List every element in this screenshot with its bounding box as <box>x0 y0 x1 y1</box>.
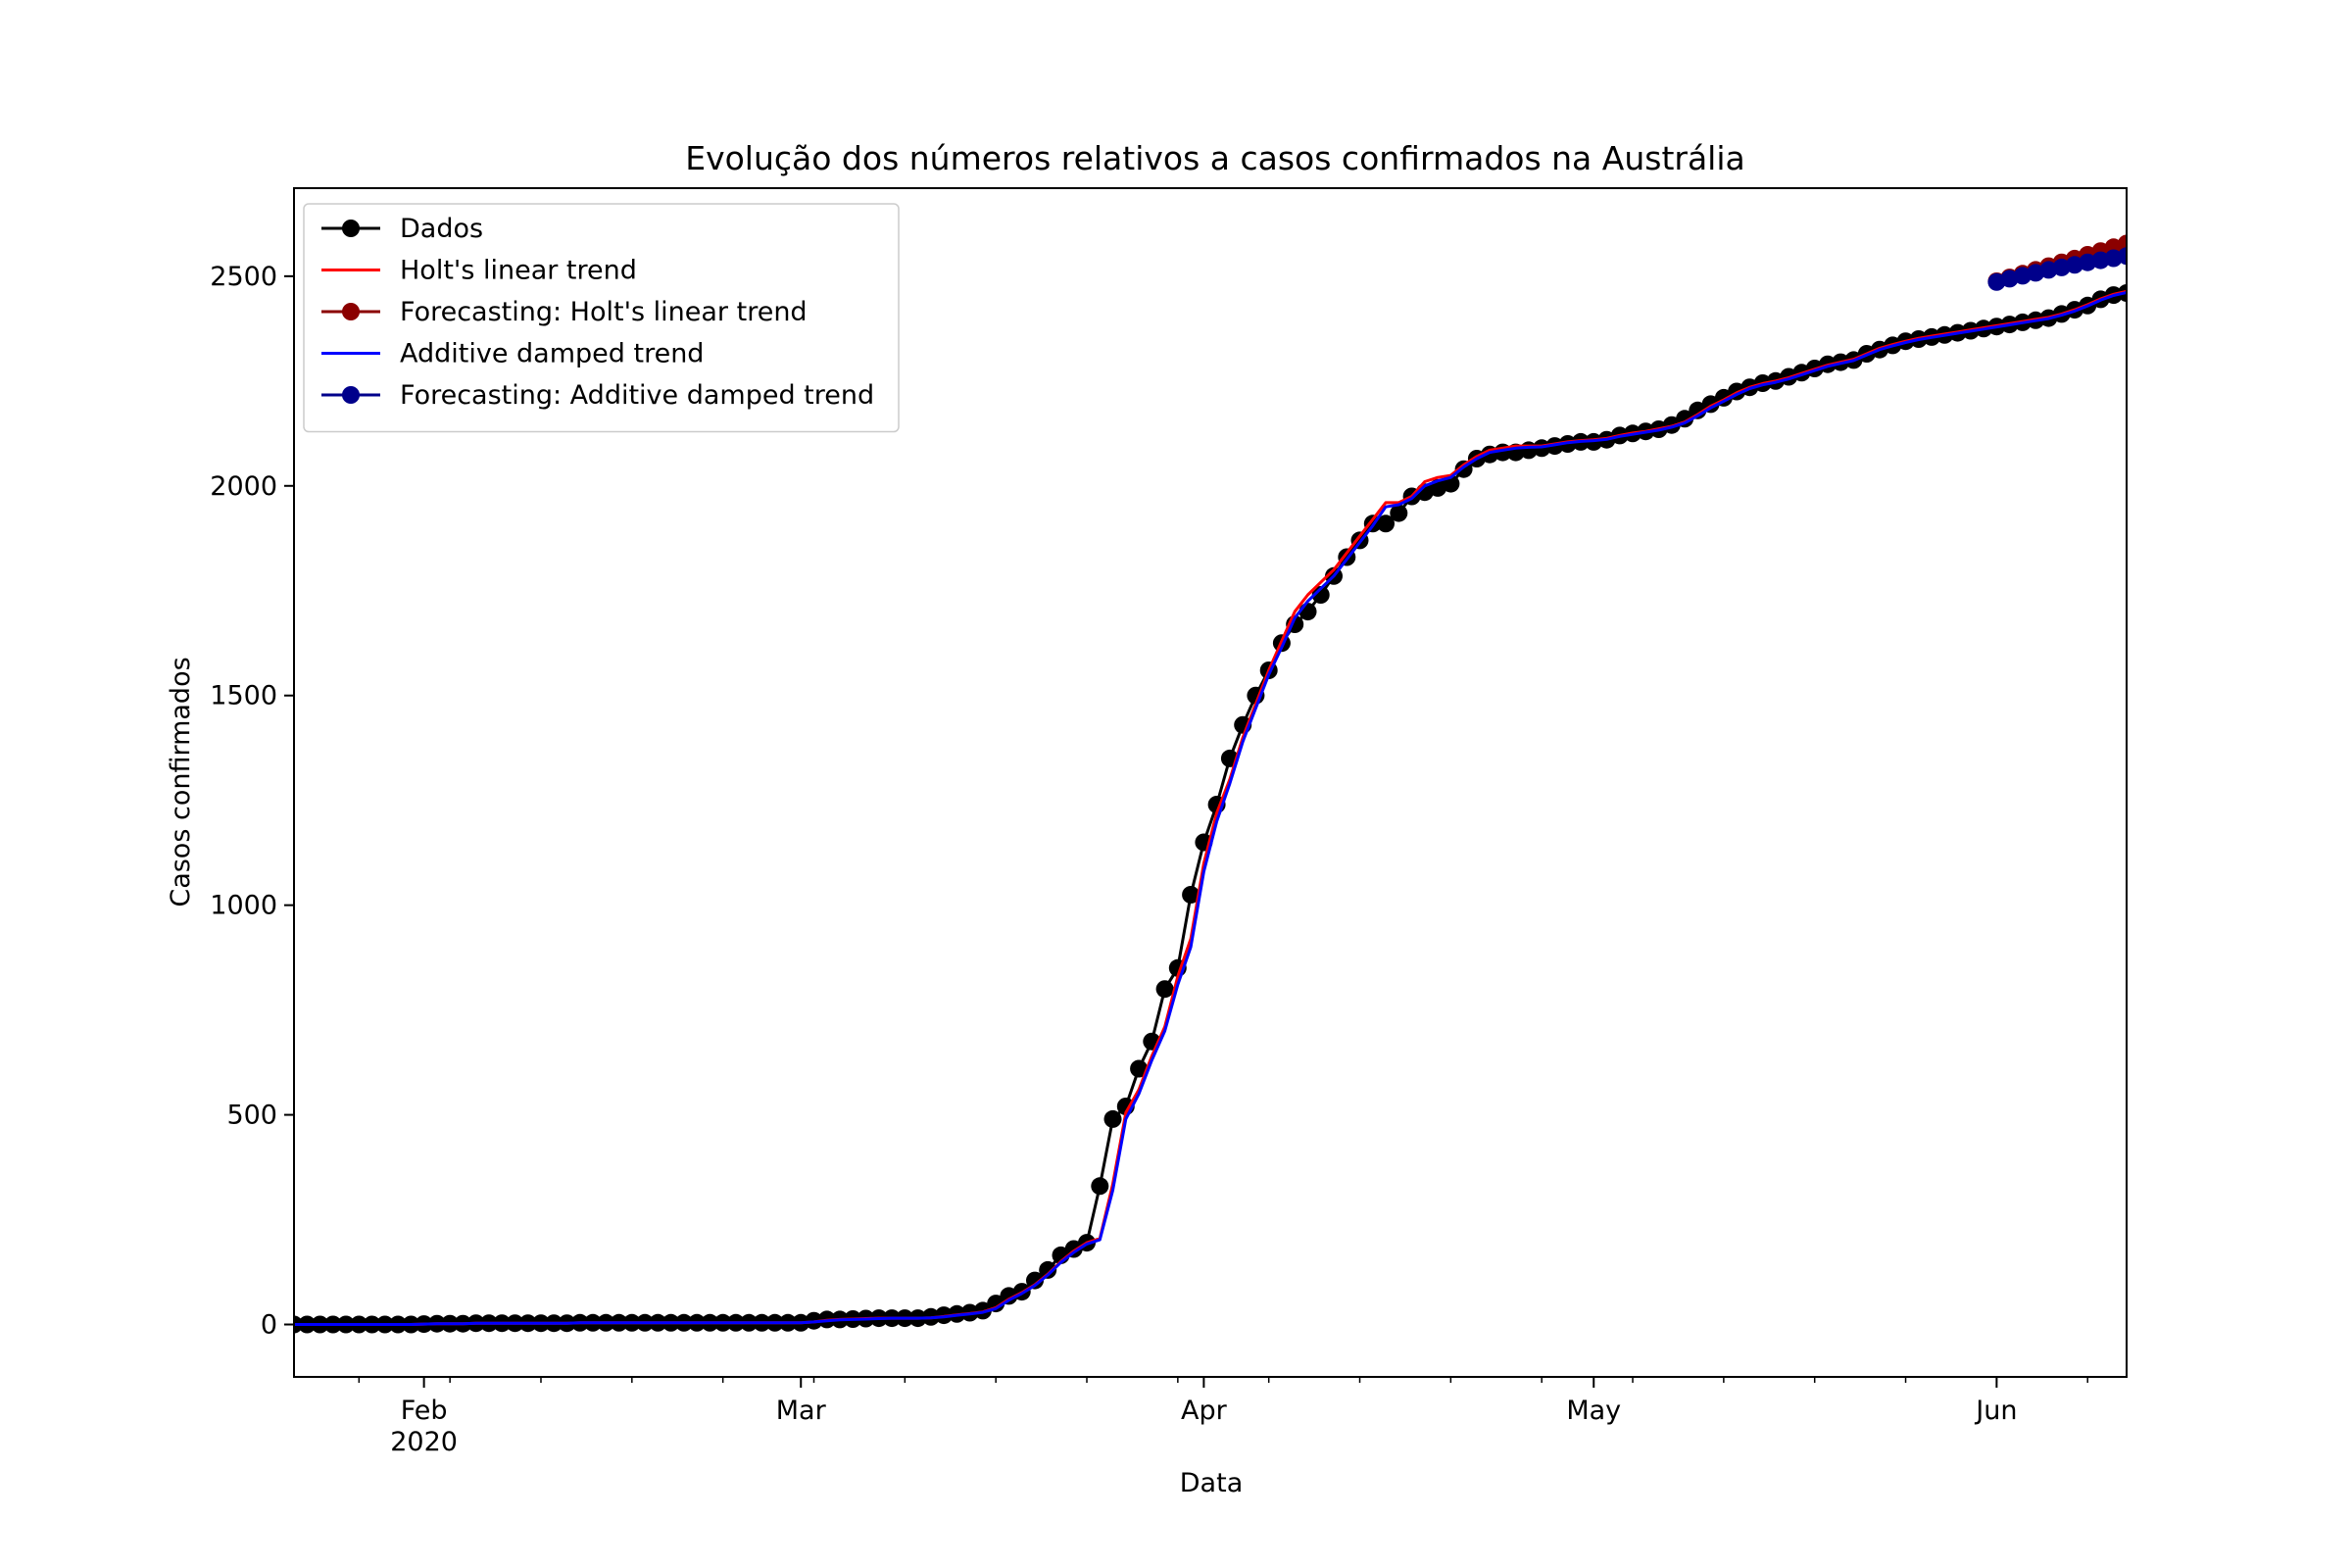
data-point <box>1026 1271 1044 1290</box>
data-point <box>2039 261 2058 279</box>
x-tick-label: Jun <box>1974 1396 2017 1426</box>
data-point <box>1311 586 1330 604</box>
legend-box <box>303 203 900 433</box>
series-additive-damped-trend <box>294 290 2127 1326</box>
y-axis: 0 500 1000 1500 2000 2500 <box>210 262 294 1341</box>
legend-marker <box>342 220 360 237</box>
data-point <box>1130 1059 1149 1078</box>
plot-frame <box>293 187 2128 1378</box>
x-tick-label: Mar <box>776 1396 827 1426</box>
data-point <box>2091 251 2110 270</box>
x-tick-label: Apr <box>1181 1396 1228 1426</box>
x-axis-label: Data <box>1180 1468 1243 1498</box>
legend-label: Dados <box>400 214 483 244</box>
data-point <box>1155 980 1174 999</box>
y-tick-label: 1500 <box>210 681 277 711</box>
legend-item: Forecasting: Holt's linear trend <box>321 297 808 327</box>
data-point <box>2079 253 2097 271</box>
legend-item: Additive damped trend <box>321 339 704 369</box>
y-tick-label: 0 <box>261 1310 277 1341</box>
x-tick-label: May <box>1566 1396 1621 1426</box>
legend-label: Additive damped trend <box>400 339 704 369</box>
y-tick-label: 2000 <box>210 471 277 502</box>
y-tick-label: 500 <box>226 1101 277 1131</box>
chart-title: Evolução dos números relativos a casos c… <box>685 139 1745 177</box>
legend-item: Dados <box>321 214 483 244</box>
series-forecasting-additive-damped-trend <box>1987 247 2127 291</box>
data-point <box>1182 886 1200 904</box>
y-tick-label: 2500 <box>210 262 277 292</box>
data-point <box>1039 1260 1057 1279</box>
series-line <box>294 290 2127 1326</box>
legend-marker <box>342 303 360 320</box>
data-point <box>2118 247 2127 266</box>
data-point <box>1103 1109 1122 1128</box>
series-layer <box>294 234 2127 1334</box>
legend-label: Forecasting: Additive damped trend <box>400 380 874 411</box>
legend-label: Forecasting: Holt's linear trend <box>400 297 808 327</box>
legend-item: Forecasting: Additive damped trend <box>321 380 874 411</box>
data-point <box>1390 504 1408 522</box>
x-tick-label: Feb <box>401 1396 448 1426</box>
legend-item: Holt's linear trend <box>321 256 637 286</box>
data-point <box>2052 258 2071 276</box>
x-tick-sublabel: 2020 <box>390 1427 458 1457</box>
y-tick-label: 1000 <box>210 891 277 921</box>
data-point <box>1091 1177 1109 1196</box>
legend: Dados Holt's linear trend Forecasting: Hol… <box>303 203 900 433</box>
data-point <box>1377 514 1395 533</box>
y-axis-label: Casos confirmados <box>166 657 196 906</box>
legend-marker <box>342 386 360 404</box>
legend-label: Holt's linear trend <box>400 256 637 286</box>
data-point <box>2104 249 2123 268</box>
plot-area <box>293 187 2128 1378</box>
data-point <box>1298 603 1317 621</box>
